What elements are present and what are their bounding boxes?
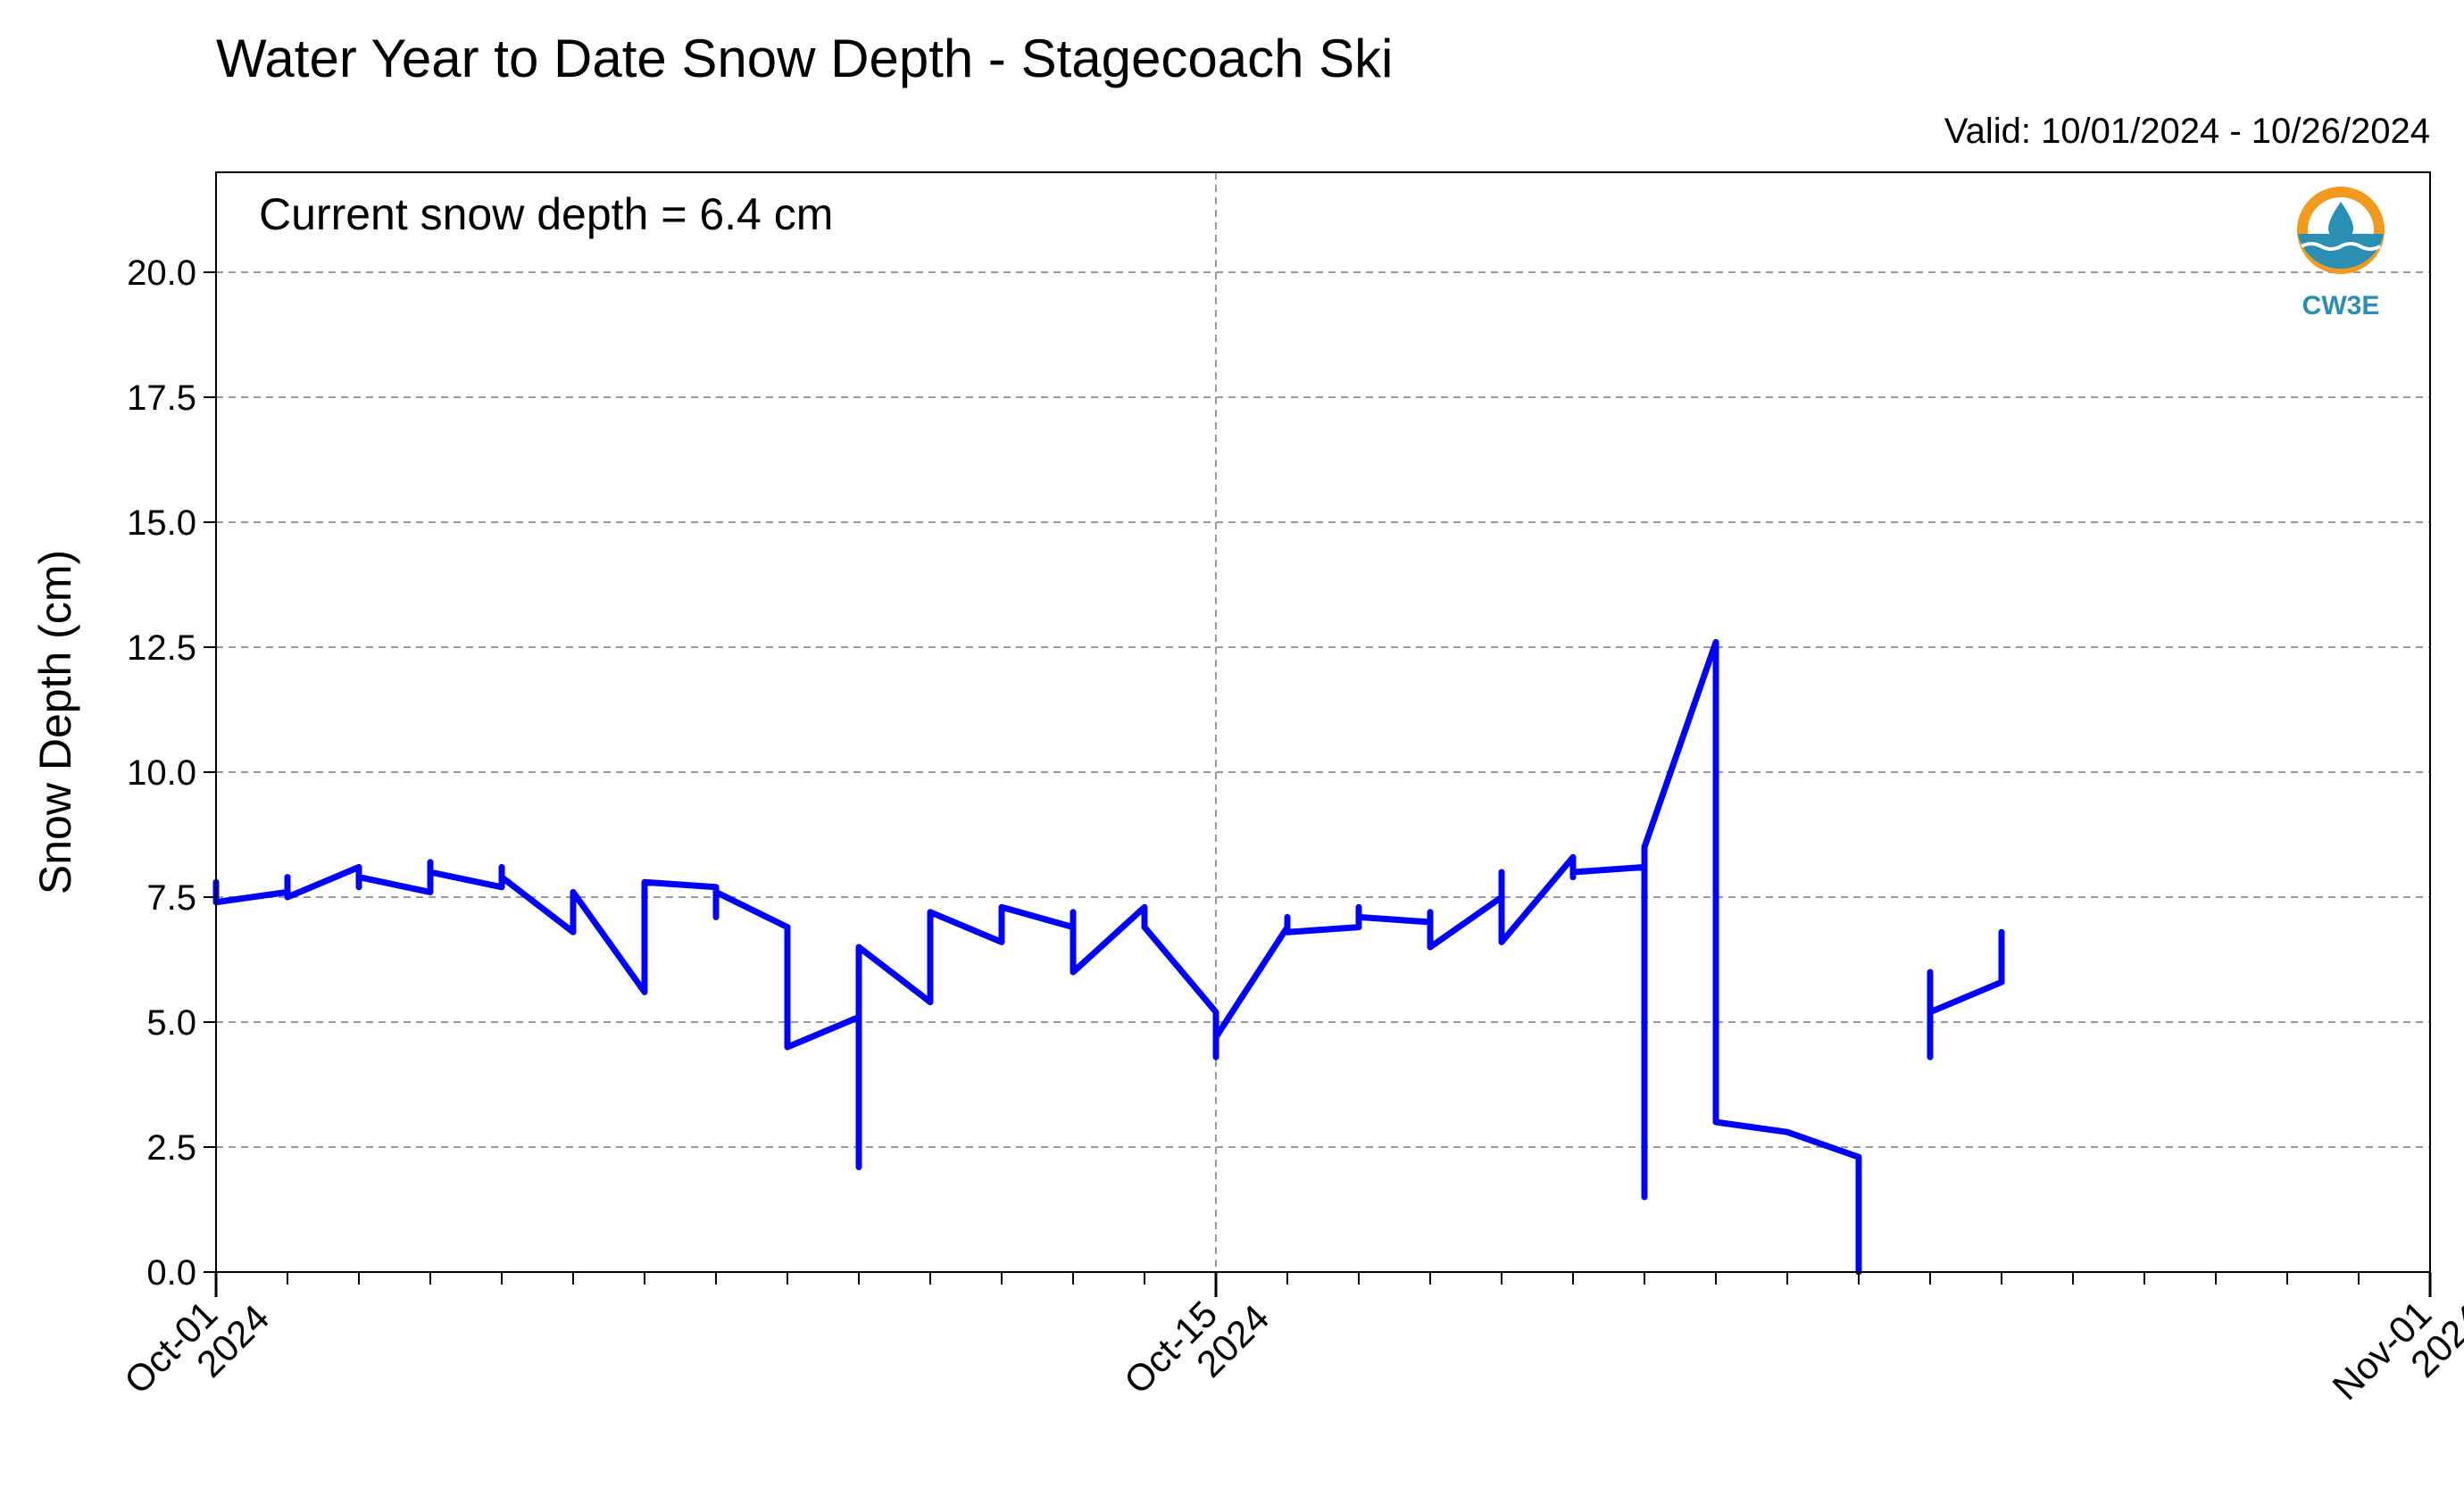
y-tick-label: 20.0 xyxy=(127,254,196,293)
y-tick-label: 12.5 xyxy=(127,628,196,668)
cw3e-logo-wave-line-icon xyxy=(2301,242,2381,251)
y-tick-label: 2.5 xyxy=(146,1128,196,1168)
y-tick-label: 17.5 xyxy=(127,378,196,418)
y-tick-label: 7.5 xyxy=(146,878,196,918)
snow-depth-series xyxy=(212,638,2005,1276)
cw3e-logo: CW3E xyxy=(2297,187,2385,320)
cw3e-logo-text: CW3E xyxy=(2302,291,2380,320)
y-tick-label: 15.0 xyxy=(127,503,196,543)
x-tick-label: Oct-012024 xyxy=(116,1268,277,1429)
current-depth-annotation: Current snow depth = 6.4 cm xyxy=(259,189,833,239)
y-tick-label: 5.0 xyxy=(146,1003,196,1043)
grid-lines xyxy=(216,172,2430,1272)
y-axis-label: Snow Depth (cm) xyxy=(30,550,80,894)
x-axis: Oct-012024 Oct-152024 Nov-012024 xyxy=(116,1268,2464,1435)
valid-date-range: Valid: 10/01/2024 - 10/26/2024 xyxy=(1944,112,2430,151)
y-tick-label: 0.0 xyxy=(146,1253,196,1293)
snow-depth-line xyxy=(212,638,2005,1276)
plot-frame xyxy=(215,171,2431,1273)
x-tick-label: Nov-012024 xyxy=(2324,1268,2464,1435)
y-tick-label: 10.0 xyxy=(127,753,196,793)
cw3e-logo-drop-icon xyxy=(2328,202,2353,241)
cw3e-logo-wave-icon xyxy=(2298,234,2384,270)
chart-title: Water Year to Date Snow Depth - Stagecoa… xyxy=(216,29,1394,88)
y-axis: 0.0 2.5 5.0 7.5 10.0 12.5 15.0 17.5 20.0 xyxy=(127,254,216,1293)
x-tick-label: Oct-152024 xyxy=(1116,1268,1277,1429)
